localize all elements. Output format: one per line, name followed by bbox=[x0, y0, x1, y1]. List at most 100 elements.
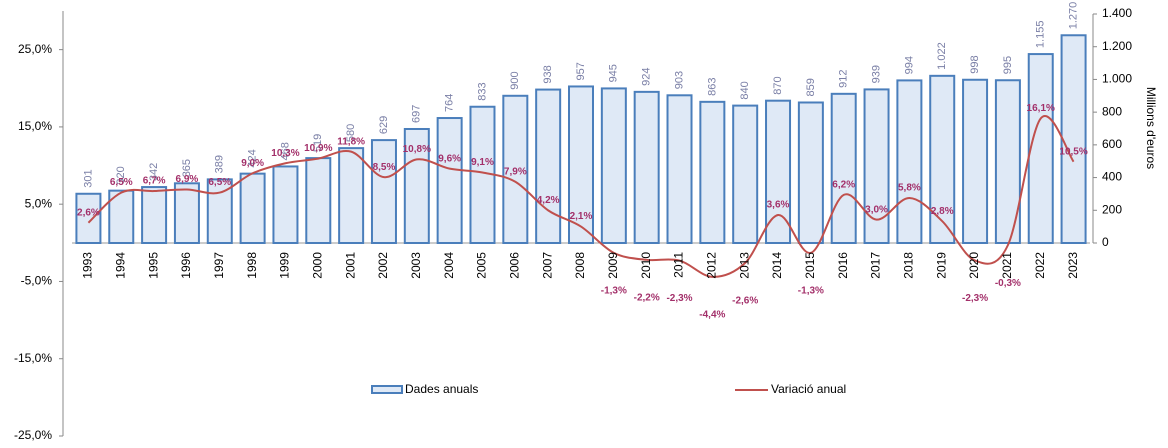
y2-tick-label: 0 bbox=[1102, 235, 1109, 249]
line-label: 6,5% bbox=[110, 177, 133, 188]
bar-label: 764 bbox=[444, 94, 456, 112]
bar bbox=[1060, 34, 1087, 245]
line-label: 9,6% bbox=[438, 153, 461, 164]
line-label: 4,2% bbox=[537, 195, 560, 206]
bar-label: 863 bbox=[706, 77, 718, 95]
y2-tick-label: 1.000 bbox=[1102, 72, 1132, 86]
bar bbox=[108, 189, 135, 245]
bar-label: 994 bbox=[903, 56, 915, 74]
y-tick-label: 5,0% bbox=[25, 196, 53, 210]
line-label: 3,0% bbox=[865, 204, 888, 215]
bar bbox=[502, 94, 529, 244]
line-label: 6,2% bbox=[832, 180, 855, 191]
bar-label: 580 bbox=[345, 124, 357, 142]
y-tick-label: -5,0% bbox=[21, 274, 53, 288]
line-label: 10,8% bbox=[403, 144, 431, 155]
bar bbox=[699, 100, 726, 244]
bar-label: 1.270 bbox=[1067, 2, 1079, 30]
bar bbox=[436, 117, 463, 244]
bar bbox=[633, 90, 660, 244]
x-tick-label: 2019 bbox=[934, 252, 948, 279]
line-label: 9,1% bbox=[471, 157, 494, 168]
line-label: 3,6% bbox=[767, 200, 790, 211]
x-tick-label: 2004 bbox=[442, 252, 456, 279]
x-tick-label: 2022 bbox=[1033, 252, 1047, 279]
line-label: 10,5% bbox=[1059, 146, 1087, 157]
line-label: 2,1% bbox=[570, 211, 593, 222]
x-tick-label: 2003 bbox=[409, 252, 423, 279]
x-tick-label: 2021 bbox=[1000, 252, 1014, 279]
bar-label: 833 bbox=[476, 82, 488, 100]
y2-axis-title: Millions d'euros bbox=[1144, 87, 1158, 169]
line-label: -1,3% bbox=[798, 286, 824, 297]
legend-label: Variació anual bbox=[771, 382, 846, 396]
x-tick-label: 1993 bbox=[81, 252, 95, 279]
bar bbox=[370, 139, 397, 244]
line-label: 8,5% bbox=[373, 162, 396, 173]
y2-tick-label: 1.200 bbox=[1102, 39, 1132, 53]
bar bbox=[239, 172, 266, 245]
bar-label: 1.022 bbox=[936, 42, 948, 70]
bar-label: 320 bbox=[115, 166, 127, 184]
line-label: 6,7% bbox=[143, 176, 166, 187]
bar bbox=[1027, 53, 1054, 245]
bar bbox=[403, 127, 430, 244]
line-label: -4,4% bbox=[699, 309, 725, 320]
line-label: 7,9% bbox=[504, 166, 527, 177]
bar-label: 389 bbox=[214, 155, 226, 173]
line-label: 16,1% bbox=[1027, 103, 1055, 114]
x-tick-label: 2014 bbox=[770, 252, 784, 279]
x-tick-label: 2000 bbox=[310, 252, 324, 279]
x-tick-label: 1997 bbox=[212, 252, 226, 279]
bar-label: 519 bbox=[312, 134, 324, 152]
legend-swatch bbox=[371, 385, 403, 394]
x-tick-label: 2001 bbox=[343, 252, 357, 279]
bar-label: 365 bbox=[181, 159, 193, 177]
bar-label: 859 bbox=[805, 78, 817, 96]
x-tick-label: 2005 bbox=[475, 252, 489, 279]
bar bbox=[272, 165, 299, 245]
x-tick-label: 2011 bbox=[672, 252, 686, 278]
y2-tick-label: 800 bbox=[1102, 104, 1122, 118]
bar-label: 995 bbox=[1002, 56, 1014, 74]
line-label: 10,9% bbox=[304, 143, 332, 154]
bar-label: 903 bbox=[673, 71, 685, 89]
bar-label: 938 bbox=[542, 65, 554, 83]
bar-label: 840 bbox=[739, 81, 751, 99]
bar bbox=[830, 92, 857, 244]
y-tick-label: -15,0% bbox=[14, 351, 52, 365]
bar bbox=[797, 101, 824, 244]
x-tick-label: 2012 bbox=[705, 252, 719, 279]
x-tick-label: 2010 bbox=[639, 252, 653, 279]
line-label: -1,3% bbox=[601, 286, 627, 297]
line-label: -2,3% bbox=[666, 293, 692, 304]
bar-label: 424 bbox=[247, 149, 259, 167]
x-tick-label: 2002 bbox=[376, 252, 390, 279]
bar-label: 924 bbox=[641, 68, 653, 86]
x-tick-label: 2023 bbox=[1066, 252, 1080, 279]
line-label: 2,6% bbox=[77, 207, 100, 218]
line-label: -0,3% bbox=[995, 278, 1021, 289]
bar-label: 912 bbox=[838, 69, 850, 87]
bar-label: 900 bbox=[509, 71, 521, 89]
bar-label: 957 bbox=[575, 62, 587, 80]
line-label: 9,0% bbox=[241, 158, 264, 169]
bar-label: 301 bbox=[82, 169, 94, 187]
bar-label: 1.155 bbox=[1035, 21, 1047, 49]
x-tick-label: 1994 bbox=[113, 252, 127, 279]
line-label: -2,6% bbox=[732, 296, 758, 307]
x-tick-label: 1995 bbox=[146, 252, 160, 279]
line-label: 5,8% bbox=[898, 183, 921, 194]
x-tick-label: 2018 bbox=[902, 252, 916, 279]
x-tick-label: 1998 bbox=[245, 252, 259, 279]
x-tick-label: 2008 bbox=[573, 252, 587, 279]
bar-label: 939 bbox=[870, 65, 882, 83]
line bbox=[87, 114, 1075, 278]
x-tick-label: 1996 bbox=[179, 252, 193, 279]
x-tick-label: 1999 bbox=[278, 252, 292, 279]
bar bbox=[141, 186, 168, 245]
bar bbox=[962, 78, 989, 245]
x-tick-label: 2007 bbox=[540, 252, 554, 279]
line-label: -2,2% bbox=[634, 292, 660, 303]
